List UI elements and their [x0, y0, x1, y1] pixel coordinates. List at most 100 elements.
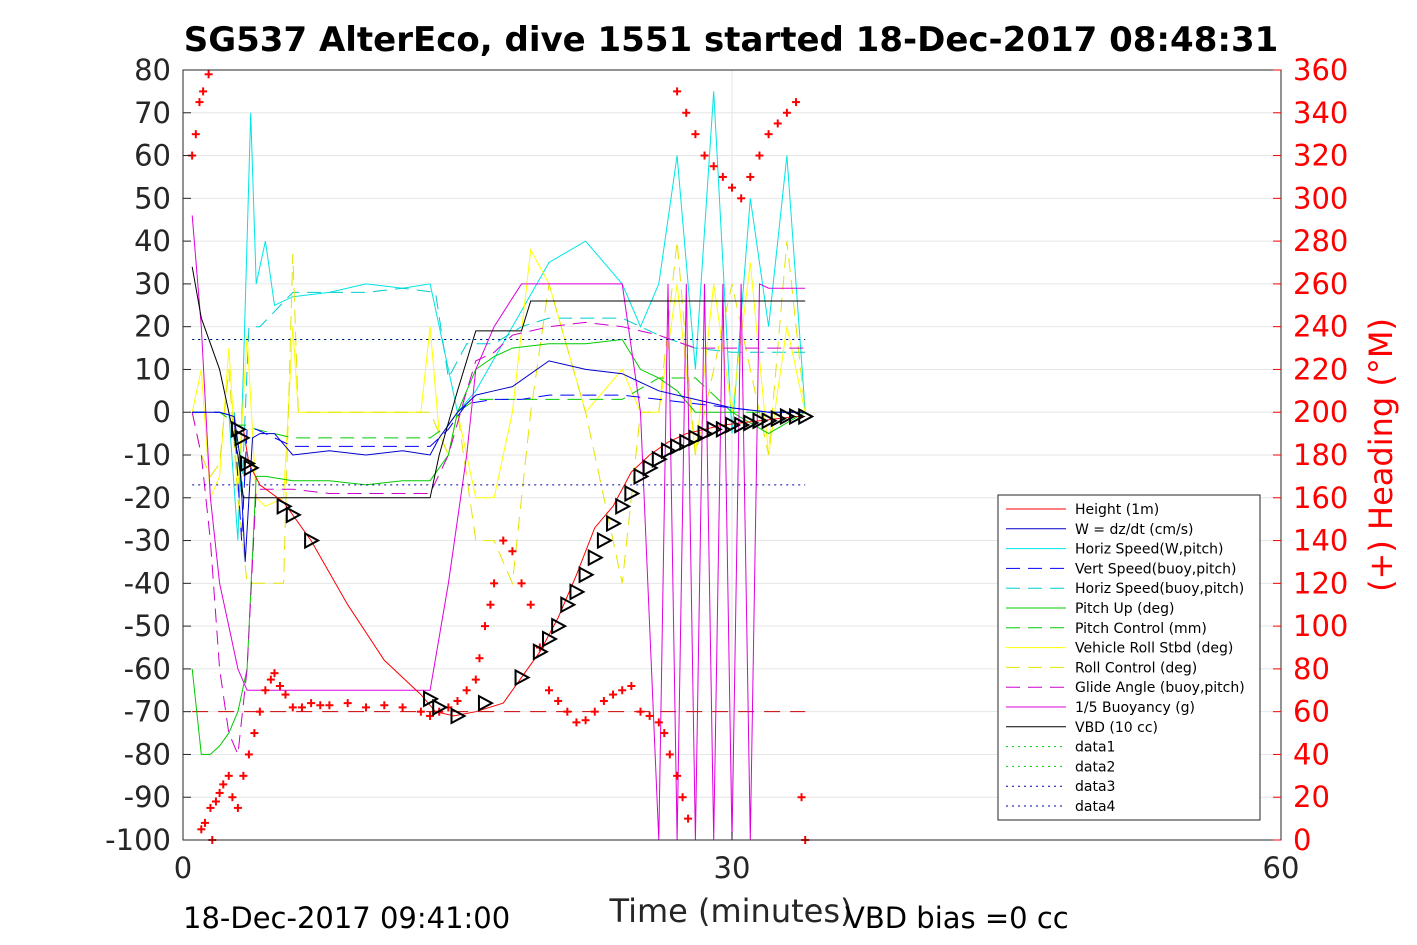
heading-point — [219, 780, 228, 789]
heading-point — [517, 579, 526, 588]
track-marker — [770, 409, 787, 428]
legend-label-data4: data4 — [1075, 799, 1116, 815]
heading-point — [244, 750, 253, 759]
heading-point — [191, 130, 200, 139]
y-tick-label: 40 — [134, 224, 171, 258]
track-marker — [587, 548, 604, 567]
y2-tick-label: 260 — [1293, 267, 1348, 301]
heading-point — [665, 750, 674, 759]
heading-point — [261, 686, 270, 695]
y-tick-label: -10 — [124, 438, 171, 472]
heading-point — [563, 707, 572, 716]
y-tick-label: 80 — [134, 53, 171, 87]
heading-point — [462, 686, 471, 695]
y-tick-label: 30 — [134, 267, 171, 301]
legend-label-horiz_buoy: Horiz Speed(buoy,pitch) — [1075, 581, 1244, 597]
y2-tick-label: 20 — [1293, 780, 1330, 814]
heading-point — [782, 108, 791, 117]
heading-point — [728, 183, 736, 192]
heading-point — [228, 793, 237, 802]
x-tick-label: 60 — [1263, 851, 1300, 885]
heading-point — [709, 162, 718, 171]
track-marker — [551, 617, 568, 635]
legend-label-data3: data3 — [1075, 779, 1115, 795]
track-marker — [477, 694, 495, 712]
y2-tick-label: 220 — [1293, 352, 1348, 386]
track-marker — [706, 420, 723, 439]
track-marker — [423, 690, 440, 708]
y2-tick-label: 320 — [1293, 139, 1348, 173]
legend-label-horiz_w: Horiz Speed(W,pitch) — [1075, 542, 1223, 558]
y-tick-label: 50 — [134, 181, 171, 215]
heading-point — [654, 718, 663, 727]
track-markers — [230, 407, 815, 725]
heading-point — [526, 600, 535, 609]
track-marker — [651, 450, 668, 468]
series-line-buoy — [191, 215, 806, 841]
legend-box — [997, 494, 1261, 821]
heading-point — [599, 696, 608, 705]
y2-tick-label: 160 — [1293, 481, 1348, 515]
legend-label-vbd: VBD (10 cc) — [1075, 720, 1158, 736]
heading-point — [508, 547, 517, 556]
track-marker — [779, 407, 797, 426]
heading-point — [618, 686, 627, 695]
track-marker — [615, 497, 632, 516]
series-line-roll_ctrl — [191, 241, 806, 586]
heading-point — [343, 699, 352, 708]
heading-point — [673, 87, 682, 96]
x-tick-label: 0 — [174, 851, 192, 885]
track-marker — [542, 630, 559, 648]
y-tick-label: -60 — [124, 652, 171, 686]
heading-point — [307, 699, 316, 708]
heading-point — [398, 703, 407, 712]
series-line-horiz_buoy — [233, 287, 806, 498]
track-marker — [285, 506, 302, 524]
track-marker — [514, 668, 531, 687]
track-marker — [798, 407, 815, 426]
heading-point — [499, 536, 508, 545]
track-marker — [725, 416, 742, 434]
heading-point — [288, 703, 297, 712]
heading-point — [199, 87, 208, 96]
heading-point — [581, 716, 590, 725]
heading-point — [636, 707, 645, 716]
track-marker — [243, 459, 260, 477]
heading-point — [206, 803, 215, 812]
y2-tick-label: 200 — [1293, 395, 1348, 429]
series-group — [191, 91, 806, 841]
heading-point — [572, 718, 581, 727]
heading-point — [224, 771, 233, 780]
heading-point — [195, 98, 204, 107]
series-line-horiz_w — [228, 91, 806, 541]
series-line-vbd — [191, 266, 806, 499]
chart-title: SG537 AlterEco, dive 1551 started 18-Dec… — [184, 20, 1279, 60]
heading-point — [755, 151, 764, 160]
track-marker — [276, 497, 293, 516]
track-marker — [240, 454, 257, 473]
track-marker — [569, 583, 586, 601]
track-marker — [743, 414, 760, 432]
legend-label-vert_buoy: Vert Speed(buoy,pitch) — [1075, 561, 1237, 577]
heading-point — [590, 707, 599, 716]
heading-point — [764, 130, 773, 139]
series-line-height — [242, 416, 806, 717]
heading-point — [691, 130, 700, 139]
right-axis-label: (+) Heading (°M) — [1362, 318, 1400, 592]
heading-point — [718, 172, 727, 181]
legend-label-data2: data2 — [1075, 759, 1115, 775]
track-marker — [752, 412, 769, 430]
track-marker — [432, 698, 449, 717]
heading-point — [316, 701, 325, 710]
heading-point — [480, 622, 489, 631]
track-marker — [532, 643, 549, 661]
track-marker — [606, 514, 623, 533]
heading-point — [490, 579, 499, 588]
track-marker — [789, 407, 806, 426]
track-marker — [715, 420, 732, 439]
legend-label-height: Height (1m) — [1075, 502, 1159, 518]
track-marker — [450, 707, 467, 725]
heading-point — [325, 701, 334, 710]
heading-point — [554, 696, 563, 705]
